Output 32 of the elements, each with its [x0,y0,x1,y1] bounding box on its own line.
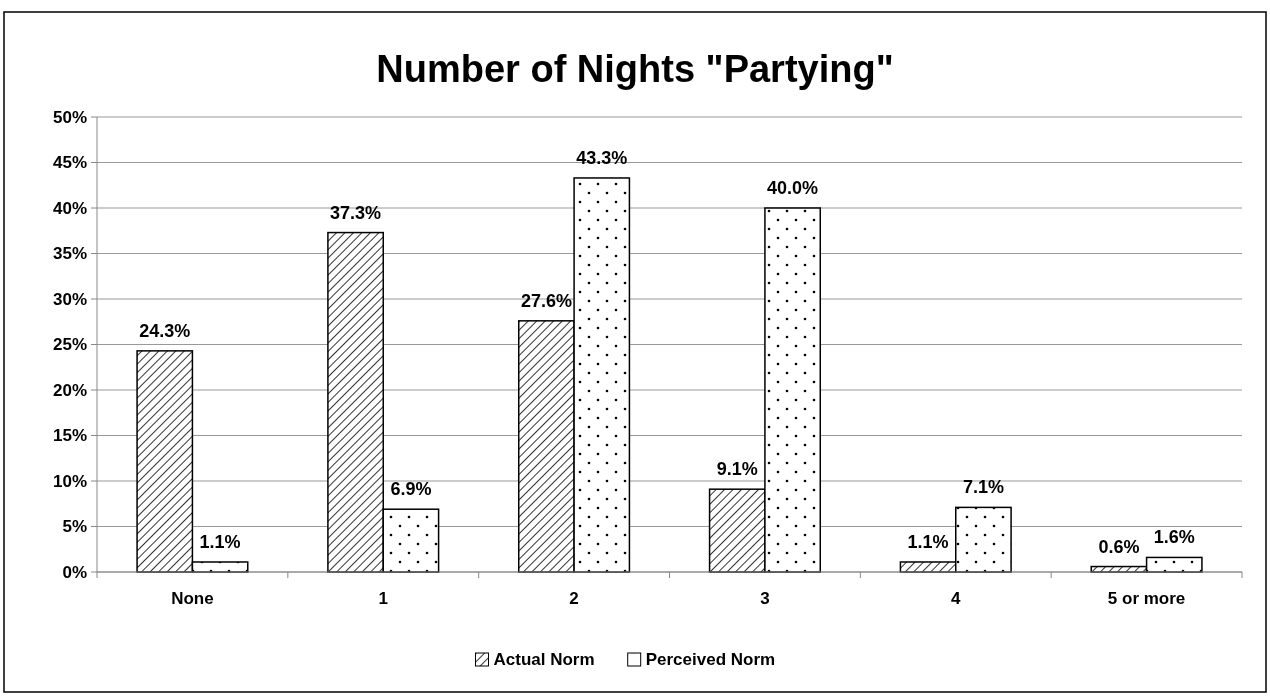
y-tick-label: 30% [52,289,87,309]
y-tick-label: 10% [52,471,87,491]
y-tick-label: 45% [52,153,87,173]
chart-title: Number of Nights "Partying" [376,48,894,90]
y-tick-label: 15% [52,426,87,446]
y-tick-label: 0% [62,562,87,582]
x-tick-label: 4 [951,589,962,608]
text: 40.0% [767,178,819,198]
text: 6.9% [390,479,432,500]
y-tick-label: 20% [52,380,87,400]
x-tick-label: 2 [569,589,579,608]
legend-label: Actual Norm [493,650,595,669]
legend-label: Perceived Norm [645,650,776,669]
y-tick-label: 5% [62,517,87,537]
text: 7.1% [962,477,1004,498]
y-tick-label: 25% [52,335,87,355]
text: 1.1% [907,531,949,552]
y-tick-label: 35% [52,244,87,264]
y-tick-label: 50% [52,107,87,127]
x-tick-label: None [171,589,214,608]
x-tick-label: 3 [760,589,770,608]
text: 24.3% [139,320,191,341]
text: 43.3% [576,147,628,168]
text: 27.6% [520,290,572,311]
text: 1.1% [199,531,241,552]
y-tick-label: 40% [52,198,87,218]
x-tick-label: 1 [378,589,388,608]
text: 1.6% [1153,527,1195,548]
text: 37.3% [330,202,382,223]
text: 0.6% [1098,536,1140,557]
x-tick-label: 5 or more [1107,589,1186,608]
text: 9.1% [716,459,758,480]
